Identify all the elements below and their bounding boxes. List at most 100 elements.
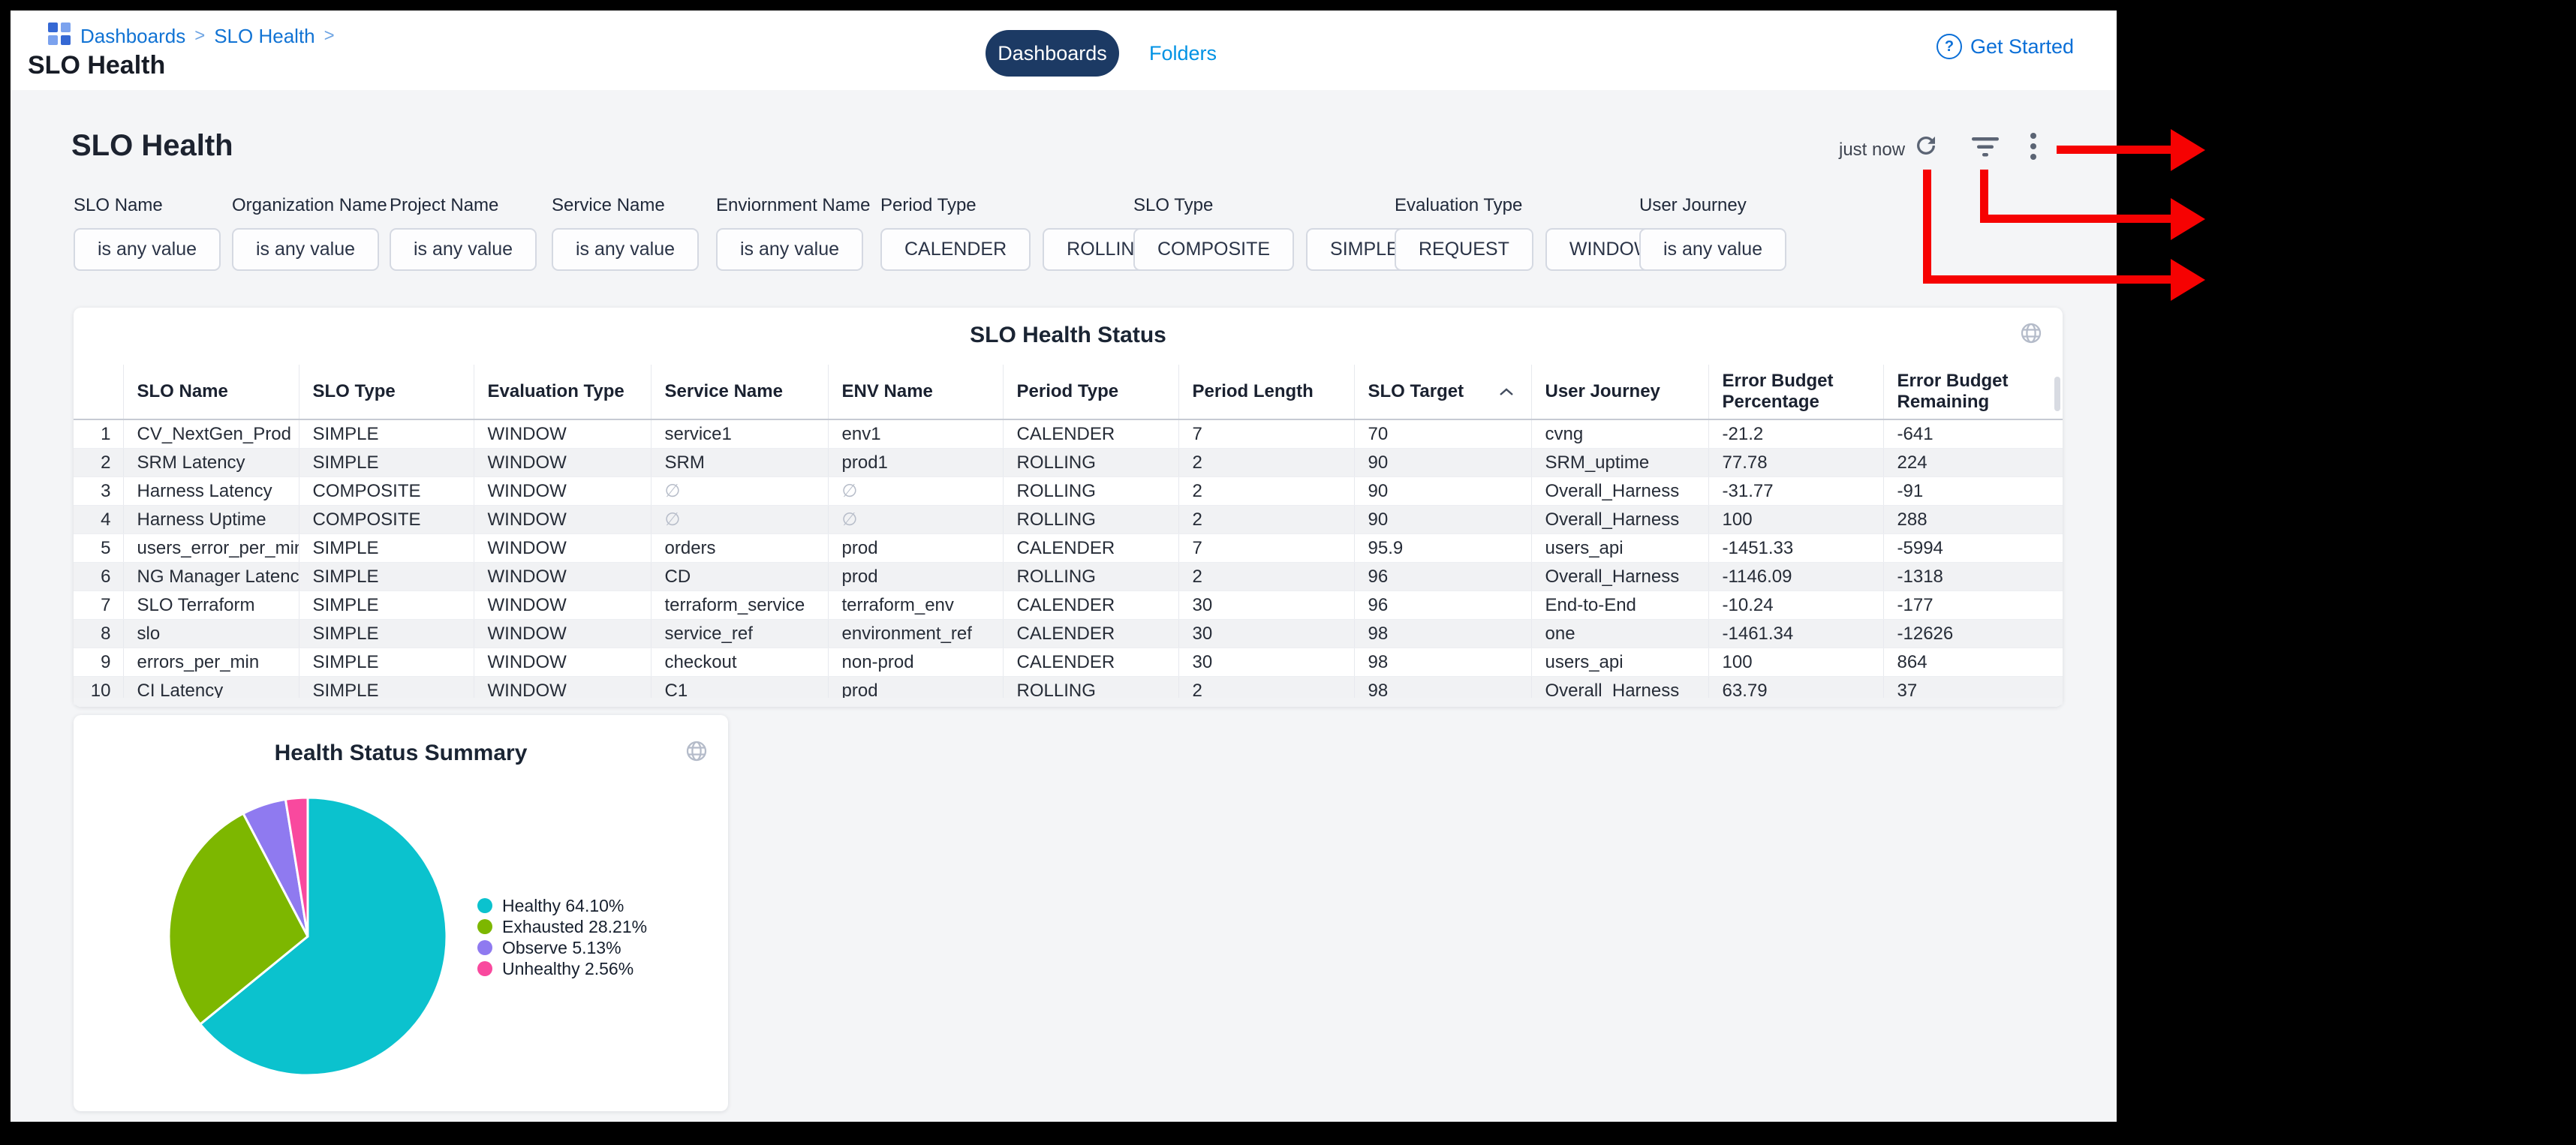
legend-item-healthy[interactable]: Healthy 64.10%: [477, 895, 647, 916]
table-cell: SRM Latency: [122, 448, 299, 477]
column-header-slo-name[interactable]: SLO Name: [122, 365, 299, 420]
table-row[interactable]: 1 CV_NextGen_Prod SIMPLE WINDOW service1 env1…: [74, 419, 2063, 449]
column-header-slo-type[interactable]: SLO Type: [298, 365, 474, 420]
legend-label: Unhealthy 2.56%: [502, 958, 634, 978]
table-cell: WINDOW: [473, 533, 651, 563]
last-refreshed-status: just now: [1839, 140, 1906, 160]
table-cell: SIMPLE: [298, 448, 474, 477]
table-cell: 864: [1882, 648, 2063, 677]
filter-button-is-any-value[interactable]: is any value: [552, 228, 700, 271]
breadcrumb-separator: >: [194, 26, 206, 46]
legend-item-observe[interactable]: Observe 5.13%: [477, 937, 647, 958]
table-title: SLO Health Status: [970, 323, 1166, 347]
column-header-service-name[interactable]: Service Name: [650, 365, 828, 420]
legend-item-exhausted[interactable]: Exhausted 28.21%: [477, 916, 647, 937]
tab-folders[interactable]: Folders: [1149, 41, 1217, 65]
breadcrumb-link-slo-health[interactable]: SLO Health: [214, 24, 315, 47]
legend-label: Exhausted 28.21%: [502, 916, 648, 936]
table-row[interactable]: 5 users_error_per_min SIMPLE WINDOW orders pr…: [74, 533, 2063, 563]
column-header-period-length[interactable]: Period Length: [1178, 365, 1354, 420]
table-cell: 70: [1353, 419, 1531, 449]
column-header-slo-target[interactable]: SLO Target: [1353, 365, 1531, 420]
dashboard-content: SLO Health just now: [11, 90, 2117, 1122]
filter-button-calender[interactable]: CALENDER: [880, 228, 1031, 271]
dashboard-title: SLO Health: [71, 129, 233, 162]
table-cell: one: [1530, 619, 1708, 648]
get-started-label: Get Started: [1970, 35, 2075, 58]
table-row[interactable]: 4 Harness Uptime COMPOSITE WINDOW ∅ ∅ ROLLING 2…: [74, 505, 2063, 534]
filter-label: Evaluation Type: [1395, 195, 1523, 215]
filter-button-composite[interactable]: COMPOSITE: [1133, 228, 1295, 271]
legend-dot-icon: [477, 898, 492, 913]
column-header-evaluation-type[interactable]: Evaluation Type: [473, 365, 651, 420]
table-cell: ROLLING: [1002, 448, 1178, 477]
table-vertical-scrollbar[interactable]: [2054, 377, 2060, 411]
table-cell: SIMPLE: [298, 648, 474, 677]
legend-dot-icon: [477, 919, 492, 934]
table-cell: -31.77: [1708, 476, 1883, 506]
pie-slice-exhausted[interactable]: [167, 812, 309, 1026]
table-horizontal-scroll-track[interactable]: [74, 698, 2063, 707]
filter-label: Project Name: [390, 195, 499, 215]
table-cell: users_api: [1530, 533, 1708, 563]
filter-button-is-any-value[interactable]: is any value: [390, 228, 537, 271]
table-row[interactable]: 8 slo SIMPLE WINDOW service_ref environment_r…: [74, 619, 2063, 648]
table-row[interactable]: 7 SLO Terraform SIMPLE WINDOW terraform_serv…: [74, 591, 2063, 620]
row-number: 2: [74, 448, 123, 477]
filter-button-is-any-value[interactable]: is any value: [716, 228, 864, 271]
dashboards-grid-icon: [48, 23, 71, 50]
table-cell: Harness Latency: [122, 476, 299, 506]
table-cell: slo: [122, 619, 299, 648]
filter-label: User Journey: [1639, 195, 1747, 215]
column-header-error-budget-remaining[interactable]: Error Budget Remaining: [1882, 365, 2063, 420]
row-number: 7: [74, 591, 123, 620]
row-number-header: [74, 365, 123, 420]
globe-icon[interactable]: [685, 739, 709, 767]
table-row[interactable]: 9 errors_per_min SIMPLE WINDOW checkout non-p…: [74, 648, 2063, 677]
table-cell: CD: [650, 562, 828, 591]
legend-item-unhealthy[interactable]: Unhealthy 2.56%: [477, 958, 647, 979]
row-number: 8: [74, 619, 123, 648]
filter-button-is-any-value[interactable]: is any value: [1639, 228, 1787, 271]
table-cell: 90: [1353, 505, 1531, 534]
column-header-period-type[interactable]: Period Type: [1002, 365, 1178, 420]
table-cell: -10.24: [1708, 591, 1883, 620]
pie-slice-healthy[interactable]: [199, 796, 448, 1077]
table-cell: SRM: [650, 448, 828, 477]
sort-ascending-caret-icon: [1498, 381, 1515, 402]
filter-button-request[interactable]: REQUEST: [1395, 228, 1533, 271]
more-options-kebab-icon[interactable]: [2030, 132, 2037, 164]
table-cell: -1461.34: [1708, 619, 1883, 648]
filter-group-slo-type: SLO Type COMPOSITE SIMPLE: [1133, 195, 1423, 271]
table-cell: End-to-End: [1530, 591, 1708, 620]
filter-button-is-any-value[interactable]: is any value: [74, 228, 221, 271]
get-started-link[interactable]: ? Get Started: [1937, 34, 2074, 59]
globe-icon[interactable]: [2019, 321, 2043, 349]
filter-icon[interactable]: [1971, 137, 2000, 163]
legend-dot-icon: [477, 940, 492, 955]
filter-group-enviornment-name: Enviornment Name is any value: [716, 195, 870, 271]
filter-label: SLO Name: [74, 195, 163, 215]
column-header-error-budget-percentage[interactable]: Error Budget Percentage: [1708, 365, 1883, 420]
table-cell: -1318: [1882, 562, 2063, 591]
filter-group-slo-name: SLO Name is any value: [74, 195, 221, 271]
table-cell: -641: [1882, 419, 2063, 449]
refresh-icon[interactable]: [1912, 132, 1940, 163]
tab-dashboards[interactable]: Dashboards: [986, 30, 1119, 77]
pie-slice-unhealthy[interactable]: [284, 796, 309, 938]
table-cell: ROLLING: [1002, 505, 1178, 534]
health-status-summary-card: Health Status Summary Healthy 64.10% Exha…: [74, 715, 728, 1111]
column-header-env-name[interactable]: ENV Name: [827, 365, 1003, 420]
filter-button-is-any-value[interactable]: is any value: [232, 228, 380, 271]
help-question-icon: ?: [1937, 34, 1962, 59]
table-row[interactable]: 3 Harness Latency COMPOSITE WINDOW ∅ ∅ ROLLING…: [74, 476, 2063, 506]
column-header-user-journey[interactable]: User Journey: [1530, 365, 1708, 420]
table-cell: SIMPLE: [298, 619, 474, 648]
filter-group-project-name: Project Name is any value: [390, 195, 537, 271]
row-number: 6: [74, 562, 123, 591]
table-row[interactable]: 6 NG Manager Latency SIMPLE WINDOW CD prod ROL…: [74, 562, 2063, 591]
table-row[interactable]: 2 SRM Latency SIMPLE WINDOW SRM prod1 ROLLING 2…: [74, 448, 2063, 477]
table-cell: -5994: [1882, 533, 2063, 563]
breadcrumb-link-dashboards[interactable]: Dashboards: [80, 24, 186, 47]
table-cell: 98: [1353, 619, 1531, 648]
